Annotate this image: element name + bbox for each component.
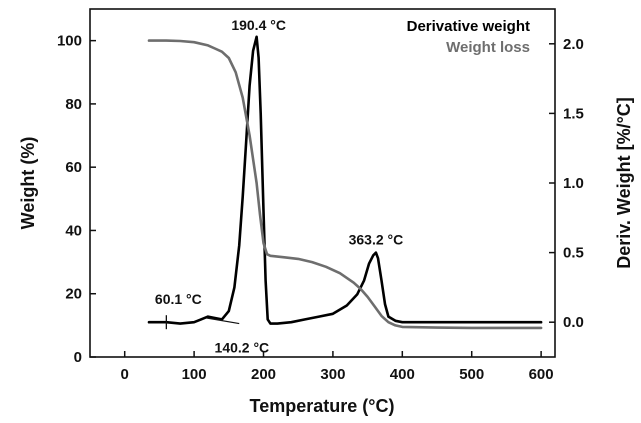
x-axis-title: Temperature (°C) [250,396,395,416]
x-tick-label: 300 [320,366,345,383]
series-line-derivative-weight [147,35,543,325]
y2-tick-label: 0.0 [563,314,584,331]
y-tick-label: 80 [65,96,82,113]
y-axis-title: Weight (%) [18,137,38,230]
y2-axis-ticks: 0.0 0.5 1.0 1.5 2.0 [549,36,584,331]
y-tick-label: 60 [65,159,82,176]
y2-tick-label: 1.0 [563,175,584,192]
series-lines [147,35,543,330]
y-axis-ticks: 0 20 40 60 80 100 [57,33,96,366]
y2-tick-label: 2.0 [563,36,584,53]
x-tick-label: 200 [251,366,276,383]
series-line-weight-loss [147,39,543,330]
legend-weight-loss: Weight loss [446,39,530,56]
y2-tick-label: 0.5 [563,245,584,262]
x-tick-label: 400 [390,366,415,383]
annotation-label: 190.4 °C [231,17,286,33]
annotation-label: 363.2 °C [349,231,404,247]
y2-axis-title: Deriv. Weight [%/°C] [614,97,634,269]
x-tick-label: 100 [182,366,207,383]
x-tick-label: 600 [529,366,554,383]
annotation-label: 60.1 °C [155,291,202,307]
y2-tick-label: 1.5 [563,105,584,122]
x-tick-label: 500 [459,366,484,383]
y-tick-label: 100 [57,33,82,50]
x-axis-ticks: 0 100 200 300 400 500 600 [121,351,554,383]
y-tick-label: 40 [65,222,82,239]
annotations: 190.4 °C 363.2 °C 60.1 °C 140.2 °C [155,17,403,356]
x-tick-label: 0 [121,366,129,383]
y-tick-label: 0 [74,349,82,366]
legend-derivative-weight: Derivative weight [407,18,530,35]
y-tick-label: 20 [65,286,82,303]
annotation-label: 140.2 °C [215,340,270,356]
onset-tangent-140 [206,317,240,325]
